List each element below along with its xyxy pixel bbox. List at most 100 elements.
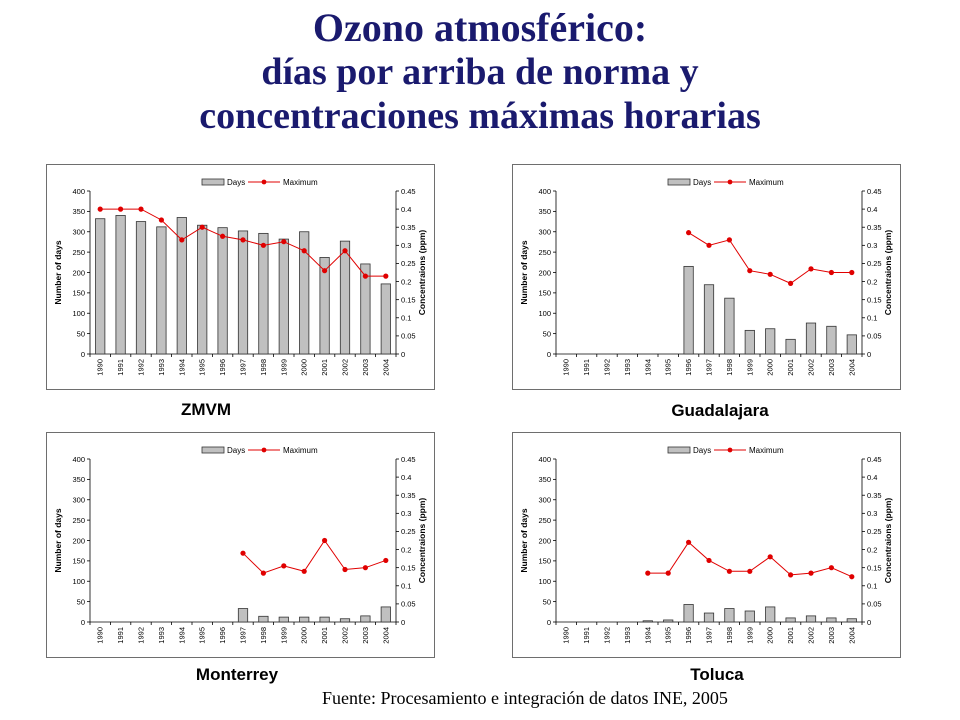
point-maximum-2003: [362, 565, 368, 571]
y-tick-label: 350: [538, 475, 551, 484]
x-tick-label: 1993: [623, 359, 632, 376]
point-maximum-1999: [281, 563, 287, 569]
x-tick-label: 1998: [725, 359, 734, 376]
x-tick-label: 1990: [562, 359, 571, 376]
x-tick-label: 2000: [766, 627, 775, 644]
y-tick-label: 50: [543, 597, 551, 606]
bar-days-1993: [156, 226, 167, 355]
point-maximum-1999: [747, 268, 753, 274]
x-tick-label: 1999: [279, 359, 288, 376]
y2-axis-label: Concentraions (ppm): [883, 498, 893, 584]
y2-tick-label: 0.3: [401, 509, 411, 518]
x-tick-label: 1990: [562, 627, 571, 644]
x-tick-label: 1998: [259, 627, 268, 644]
bar-days-1997: [237, 608, 249, 623]
bar-days-2002: [339, 618, 351, 623]
y-tick-label: 150: [538, 289, 551, 298]
x-tick-label: 2000: [300, 359, 309, 376]
y2-tick-label: 0.35: [401, 491, 416, 500]
chart-legend: Days Maximum: [667, 446, 784, 455]
point-maximum-1999: [747, 568, 753, 574]
x-tick-label: 1991: [582, 359, 591, 376]
title-line-2: días por arriba de norma y: [261, 51, 699, 93]
x-tick-label: 2000: [300, 627, 309, 644]
point-maximum-2004: [849, 269, 855, 276]
y2-tick-label: 0.1: [867, 582, 877, 591]
y-tick-label: 50: [77, 597, 85, 606]
point-maximum-1998: [260, 242, 266, 248]
chart-panel-zmvm: Days Maximum 0 50 100 150 200 250 300 350 400 0 0.05…: [46, 164, 435, 390]
point-maximum-1994: [179, 237, 185, 243]
chart-zmvm: Days Maximum 0 50 100 150 200 250 300 350 400 0 0.05…: [53, 178, 427, 376]
y-axis-label: Number of days: [53, 240, 63, 305]
x-tick-label: 1995: [198, 627, 207, 644]
y-tick-label: 300: [538, 496, 551, 505]
y2-tick-label: 0.05: [401, 332, 416, 341]
bar-days-2004: [846, 334, 857, 355]
point-maximum-1996: [686, 230, 692, 236]
y-tick-label: 250: [538, 248, 551, 257]
legend-swatch-days: [201, 178, 225, 186]
y2-tick-label: 0.45: [867, 187, 882, 196]
bar-days-2004: [380, 606, 391, 623]
point-maximum-2001: [788, 572, 794, 578]
point-maximum-1991: [118, 206, 124, 212]
y-axis-label: Number of days: [519, 508, 529, 573]
bar-days-2001: [319, 257, 330, 355]
point-maximum-2001: [322, 268, 328, 274]
slide-title: Ozono atmosférico: días por arriba de no…: [0, 6, 960, 138]
x-tick-label: 1998: [725, 627, 734, 644]
bar-days-1999: [278, 616, 289, 623]
legend-swatch-maximum-marker: [261, 179, 267, 185]
bar-days-2003: [826, 325, 837, 355]
x-tick-label: 1992: [603, 359, 612, 376]
y2-tick-label: 0: [867, 618, 871, 627]
point-maximum-1998: [260, 570, 266, 576]
y2-axis-label: Concentraions (ppm): [417, 230, 427, 316]
legend-label-maximum: Maximum: [749, 178, 784, 187]
chart-panel-guadalajara: Days Maximum 0 50 100 150 200 250 300 350 400 0 0.05…: [512, 164, 901, 390]
x-tick-label: 1995: [664, 627, 673, 644]
point-maximum-2003: [828, 565, 834, 571]
y2-tick-label: 0.15: [867, 295, 882, 304]
y-tick-label: 100: [538, 309, 551, 318]
point-maximum-1997: [240, 237, 246, 243]
chart-monterrey: Days Maximum 0 50 100 150 200 250 300 350 400 0 0.05…: [53, 446, 427, 644]
y-tick-label: 200: [538, 536, 551, 545]
legend-swatch-maximum-marker: [727, 179, 733, 185]
y-tick-label: 150: [72, 557, 85, 566]
y2-axis-label: Concentraions (ppm): [417, 498, 427, 584]
bar-days-2004: [380, 283, 391, 355]
x-tick-label: 1995: [198, 359, 207, 376]
point-maximum-1993: [158, 217, 164, 223]
y2-tick-label: 0.05: [401, 600, 416, 609]
chart-legend: Days Maximum: [667, 178, 784, 187]
x-tick-label: 2002: [807, 627, 816, 644]
x-tick-label: 2004: [381, 627, 390, 644]
x-tick-label: 1990: [96, 359, 105, 376]
y2-tick-label: 0.2: [867, 277, 877, 286]
x-tick-label: 2003: [361, 359, 370, 376]
x-tick-label: 2004: [381, 359, 390, 376]
y2-tick-label: 0.35: [867, 491, 882, 500]
bar-days-2000: [765, 328, 776, 355]
y-tick-label: 100: [72, 309, 85, 318]
legend-swatch-days: [667, 178, 691, 186]
x-tick-label: 2001: [786, 359, 795, 376]
bar-days-2000: [299, 231, 310, 355]
y2-tick-label: 0.25: [867, 259, 882, 268]
y2-tick-label: 0.25: [867, 527, 882, 536]
x-tick-label: 1997: [705, 627, 714, 644]
bar-days-2000: [299, 616, 310, 623]
x-tick-label: 1993: [157, 359, 166, 376]
y2-tick-label: 0.4: [867, 473, 877, 482]
series-line-maximum: [242, 539, 386, 574]
y-tick-label: 50: [77, 329, 85, 338]
source-note: Fuente: Procesamiento e integración de d…: [322, 688, 728, 708]
bar-days-1995: [197, 224, 208, 355]
y-tick-label: 300: [72, 496, 85, 505]
y2-tick-label: 0: [401, 618, 405, 627]
y2-tick-label: 0.1: [401, 314, 411, 323]
y-tick-label: 350: [538, 207, 551, 216]
y2-tick-label: 0.4: [401, 205, 411, 214]
